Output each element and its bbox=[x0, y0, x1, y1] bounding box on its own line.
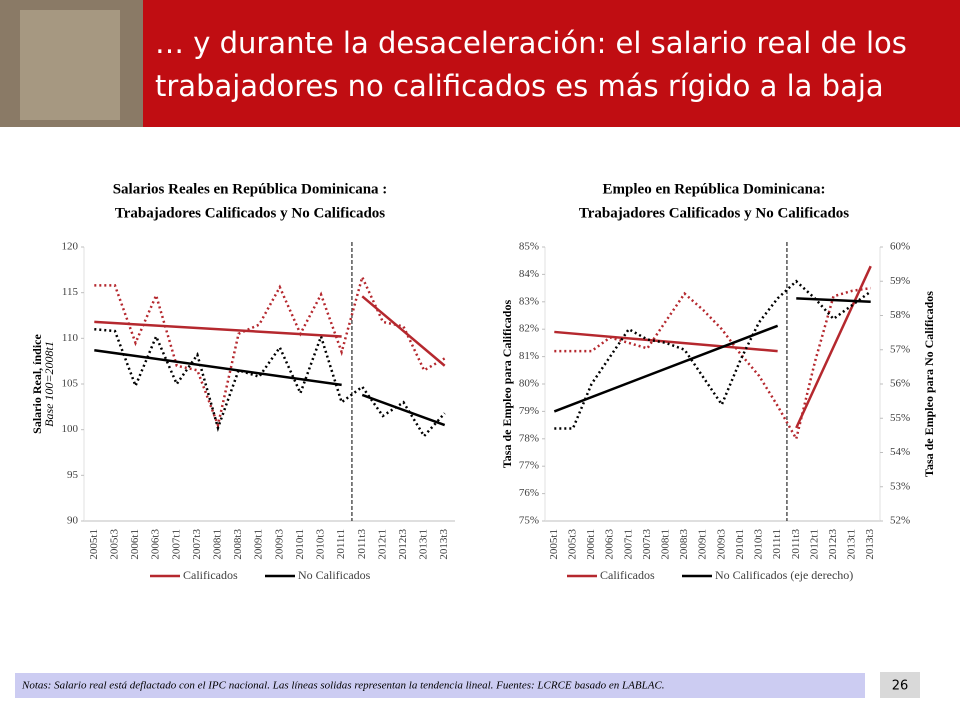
y-tick-label: 80% bbox=[519, 378, 539, 390]
page-number: 26 bbox=[892, 679, 909, 694]
y-tick-label: 110 bbox=[62, 332, 79, 344]
x-tick-label: 2009t1 bbox=[253, 529, 265, 560]
x-tick-label: 2007t3 bbox=[641, 529, 653, 560]
series-line bbox=[94, 327, 446, 439]
y-tick-label: 77% bbox=[519, 460, 539, 472]
x-tick-label: 2011t1 bbox=[771, 529, 783, 559]
y-tick-label: 105 bbox=[62, 378, 79, 390]
slide-title: trabajadores no calificados es más rígid… bbox=[155, 69, 884, 103]
chart-title: Empleo en República Dominicana: bbox=[603, 181, 826, 197]
x-tick-label: 2013t3 bbox=[438, 529, 450, 560]
x-tick-label: 2005t3 bbox=[566, 529, 578, 560]
y-tick-label: 82% bbox=[519, 323, 539, 335]
y2-tick-label: 58% bbox=[890, 309, 910, 321]
x-tick-label: 2007t3 bbox=[191, 529, 203, 560]
y-tick-label: 76% bbox=[519, 487, 539, 499]
trend-line bbox=[94, 348, 342, 387]
x-tick-label: 2011t1 bbox=[335, 529, 347, 559]
trend-line bbox=[554, 330, 778, 353]
y2-tick-label: 55% bbox=[890, 412, 910, 424]
series-line bbox=[554, 279, 872, 430]
y-axis-label: Salario Real, índice bbox=[30, 334, 44, 434]
trend-line bbox=[796, 297, 871, 304]
x-tick-label: 2006t1 bbox=[585, 529, 597, 560]
legend-label: No Calificados bbox=[298, 568, 371, 582]
y-tick-label: 90 bbox=[67, 515, 79, 527]
chart-title: Trabajadores Calificados y No Calificado… bbox=[115, 205, 385, 221]
x-tick-label: 2008t3 bbox=[678, 529, 690, 560]
x-tick-label: 2005t1 bbox=[548, 529, 560, 560]
header-image-detail bbox=[20, 10, 120, 120]
x-tick-label: 2010t1 bbox=[294, 529, 306, 560]
y2-tick-label: 53% bbox=[890, 480, 910, 492]
y-tick-label: 78% bbox=[519, 432, 539, 444]
y-axis-label: Tasa de Empleo para Calificados bbox=[500, 300, 514, 469]
x-tick-label: 2013t3 bbox=[864, 529, 876, 560]
page-box bbox=[880, 672, 920, 698]
legend-label: No Calificados (eje derecho) bbox=[715, 568, 853, 582]
trend-line bbox=[795, 265, 872, 429]
y2-axis-label: Tasa de Empleo para No Calificados bbox=[922, 291, 936, 477]
x-tick-label: 2006t3 bbox=[604, 529, 616, 560]
y2-tick-label: 52% bbox=[890, 515, 910, 527]
x-tick-label: 2012t1 bbox=[808, 529, 820, 560]
x-tick-label: 2007t1 bbox=[170, 529, 182, 560]
x-tick-label: 2013t1 bbox=[846, 529, 858, 560]
x-tick-label: 2008t1 bbox=[212, 529, 224, 560]
y-tick-label: 120 bbox=[62, 241, 79, 253]
x-tick-label: 2005t1 bbox=[88, 529, 100, 560]
x-tick-label: 2009t3 bbox=[715, 529, 727, 560]
x-tick-label: 2005t3 bbox=[108, 529, 120, 560]
x-tick-label: 2011t3 bbox=[356, 529, 368, 560]
series-line bbox=[554, 286, 871, 443]
note-bar bbox=[15, 673, 865, 698]
y2-tick-label: 54% bbox=[890, 446, 910, 458]
y2-tick-label: 59% bbox=[890, 275, 910, 287]
x-tick-label: 2008t3 bbox=[232, 529, 244, 560]
note: Notas: Salario real está deflactado con … bbox=[21, 680, 665, 692]
chart-title: Salarios Reales en República Dominicana … bbox=[113, 181, 388, 197]
x-tick-label: 2009t3 bbox=[273, 529, 285, 560]
x-tick-label: 2012t3 bbox=[827, 529, 839, 560]
x-tick-label: 2006t3 bbox=[150, 529, 162, 560]
y2-tick-label: 56% bbox=[890, 378, 910, 390]
x-tick-label: 2010t3 bbox=[315, 529, 327, 560]
y-tick-label: 95 bbox=[67, 469, 79, 481]
y-tick-label: 84% bbox=[519, 268, 539, 280]
trend-line bbox=[553, 324, 779, 413]
y-tick-label: 100 bbox=[62, 423, 79, 435]
y-tick-label: 75% bbox=[519, 515, 539, 527]
x-tick-label: 2010t3 bbox=[753, 529, 765, 560]
x-tick-label: 2009t1 bbox=[697, 529, 709, 560]
y-tick-label: 115 bbox=[62, 286, 79, 298]
y-tick-label: 79% bbox=[519, 405, 539, 417]
x-tick-label: 2011t3 bbox=[790, 529, 802, 560]
y-tick-label: 85% bbox=[519, 241, 539, 253]
y2-tick-label: 60% bbox=[890, 241, 910, 253]
y2-tick-label: 57% bbox=[890, 343, 910, 355]
y-axis-sublabel: Base 100=2008t1 bbox=[42, 341, 56, 427]
x-tick-label: 2012t3 bbox=[397, 529, 409, 560]
chart-title: Trabajadores Calificados y No Calificado… bbox=[579, 205, 849, 221]
x-tick-label: 2012t1 bbox=[376, 529, 388, 560]
trend-line bbox=[361, 295, 446, 367]
trend-line bbox=[94, 320, 342, 338]
legend-label: Calificados bbox=[600, 568, 655, 582]
header-band bbox=[0, 0, 960, 127]
series-line bbox=[94, 273, 446, 430]
x-tick-label: 2010t1 bbox=[734, 529, 746, 560]
trend-line bbox=[361, 393, 446, 427]
y-tick-label: 81% bbox=[519, 350, 539, 362]
x-tick-label: 2007t1 bbox=[622, 529, 634, 560]
x-tick-label: 2008t1 bbox=[660, 529, 672, 560]
x-tick-label: 2013t1 bbox=[418, 529, 430, 560]
legend-label: Calificados bbox=[183, 568, 238, 582]
y-tick-label: 83% bbox=[519, 295, 539, 307]
slide-title: … y durante la desaceleración: el salari… bbox=[155, 26, 907, 60]
x-tick-label: 2006t1 bbox=[129, 529, 141, 560]
